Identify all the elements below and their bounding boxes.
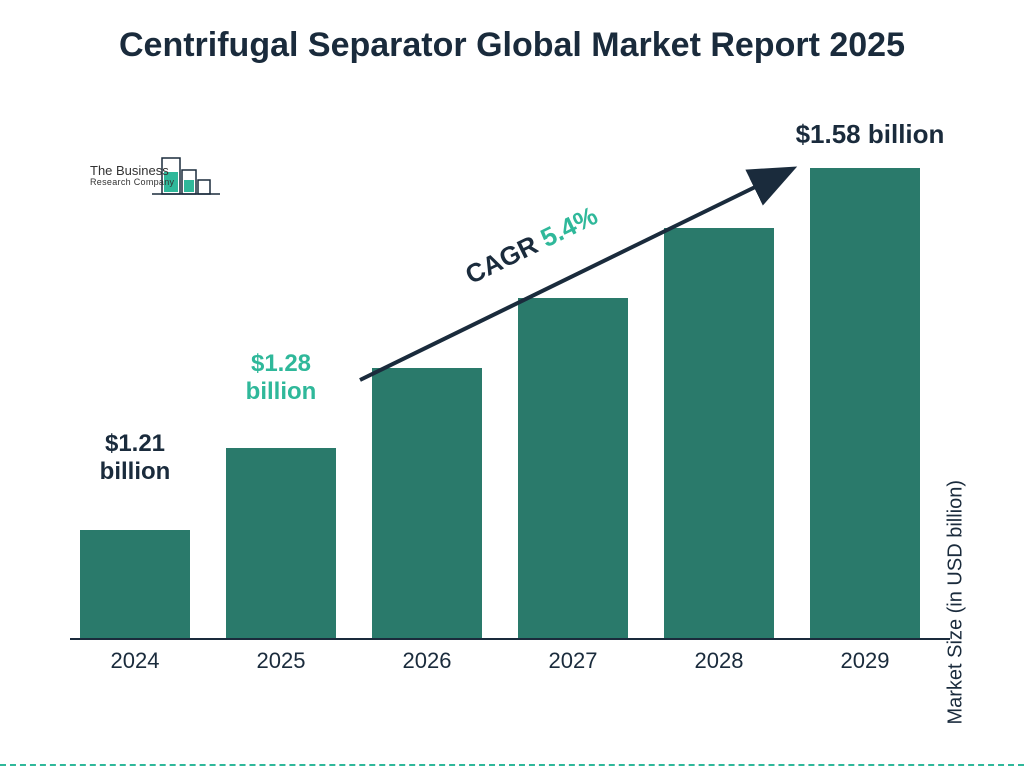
chart-container: Centrifugal Separator Global Market Repo… [0, 0, 1024, 768]
bottom-dashed-line [0, 764, 1024, 766]
chart-title: Centrifugal Separator Global Market Repo… [0, 24, 1024, 67]
cagr-arrow [70, 140, 950, 680]
y-axis-title: Market Size (in USD billion) [945, 480, 968, 725]
chart-area: 202420252026202720282029 $1.21billion$1.… [70, 140, 950, 680]
